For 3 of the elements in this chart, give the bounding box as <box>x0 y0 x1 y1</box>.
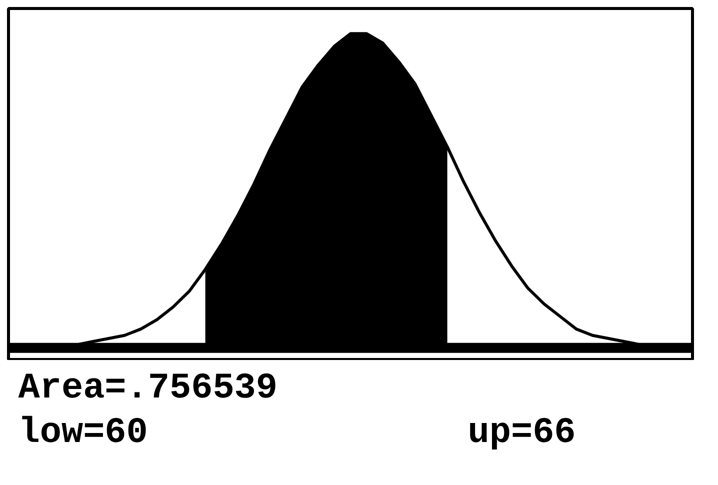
text: Area=.756539 <box>18 368 278 409</box>
text: up=66 <box>468 412 576 454</box>
text: low=60 <box>18 412 148 454</box>
